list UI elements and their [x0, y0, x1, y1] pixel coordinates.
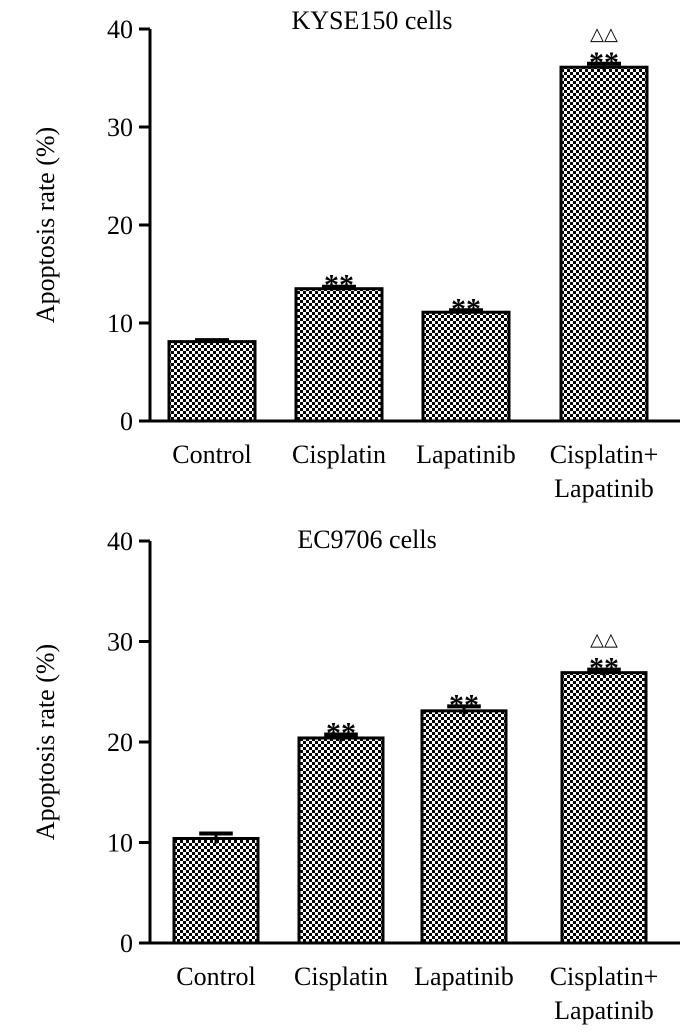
- x-category-label: Lapatinib: [414, 962, 514, 991]
- significance-label: **: [589, 46, 619, 79]
- x-category-label: Lapatinib: [416, 440, 516, 469]
- significance-label: **: [451, 292, 481, 325]
- bar: [420, 709, 508, 945]
- x-category-label: Cisplatin: [292, 440, 386, 469]
- x-category-label: Control: [176, 962, 255, 991]
- y-tick-label: 0: [120, 407, 133, 436]
- y-tick-label: 30: [107, 113, 133, 142]
- chart-ec9706: EC9706 cells Apoptosis rate (%) 0 10 20 30 40 C…: [31, 525, 680, 1025]
- bar: [559, 65, 649, 423]
- significance-label: **: [326, 716, 356, 749]
- bar: [560, 671, 648, 945]
- y-tick-label: 40: [107, 527, 133, 556]
- y-tick-label: 0: [120, 929, 133, 958]
- x-category-label: Cisplatin+: [550, 962, 659, 991]
- chart-title: EC9706 cells: [297, 525, 436, 554]
- chart-title: KYSE150 cells: [291, 6, 452, 35]
- significance-label-secondary: △△: [590, 630, 618, 650]
- bar: [172, 836, 260, 945]
- y-axis-label: Apoptosis rate (%): [31, 127, 60, 323]
- y-tick-label: 20: [107, 728, 133, 757]
- bar: [297, 736, 385, 945]
- x-category-label: Lapatinib: [554, 474, 654, 503]
- significance-label-secondary: △△: [590, 24, 618, 44]
- significance-label: **: [449, 688, 479, 721]
- x-category-label: Cisplatin: [294, 962, 388, 991]
- y-tick-label: 30: [107, 628, 133, 657]
- y-tick-label: 10: [107, 309, 133, 338]
- x-category-label: Control: [172, 440, 251, 469]
- significance-label: **: [324, 269, 354, 302]
- x-category-label: Cisplatin+: [550, 440, 659, 469]
- bar: [167, 340, 257, 423]
- y-axis-label: Apoptosis rate (%): [31, 644, 60, 840]
- y-tick-label: 10: [107, 829, 133, 858]
- chart-kyse150: KYSE150 cells Apoptosis rate (%) 0 10 20 30 40…: [31, 6, 680, 503]
- x-category-label: Lapatinib: [554, 996, 654, 1025]
- bar: [294, 287, 384, 423]
- y-tick-label: 20: [107, 211, 133, 240]
- bar: [421, 310, 511, 423]
- y-tick-label: 40: [107, 15, 133, 44]
- significance-label: **: [589, 652, 619, 685]
